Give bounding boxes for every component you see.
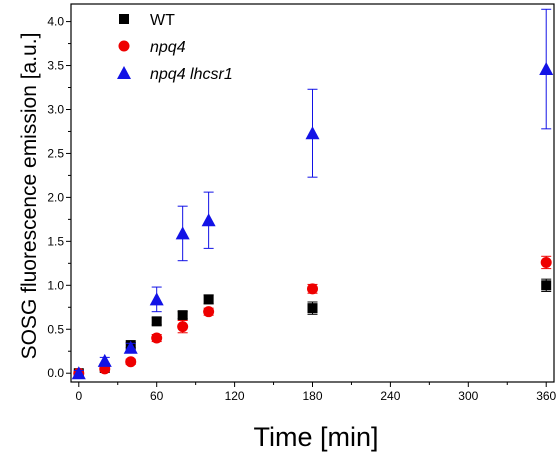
x-tick-label: 360 bbox=[536, 389, 556, 403]
x-tick-label: 120 bbox=[225, 389, 245, 403]
plot-frame bbox=[70, 3, 555, 383]
y-tick-label: 2.0 bbox=[47, 190, 64, 204]
data-point bbox=[201, 213, 216, 227]
y-tick-label: 1.0 bbox=[47, 278, 64, 292]
data-point bbox=[540, 256, 552, 268]
data-point bbox=[305, 126, 320, 140]
data-point bbox=[123, 340, 138, 354]
data-point bbox=[149, 292, 164, 306]
y-tick-label: 0.0 bbox=[47, 366, 64, 380]
data-point bbox=[541, 280, 552, 291]
y-tick-label: 4.0 bbox=[47, 15, 64, 29]
data-point bbox=[151, 316, 162, 327]
data-point bbox=[203, 294, 214, 305]
legend-marker bbox=[117, 66, 131, 79]
data-point bbox=[125, 356, 137, 368]
legend-marker bbox=[118, 40, 130, 52]
x-tick-label: 180 bbox=[302, 389, 322, 403]
series-circle bbox=[73, 255, 552, 379]
x-tick-label: 300 bbox=[458, 389, 478, 403]
series-layer bbox=[71, 8, 554, 380]
data-point bbox=[539, 62, 554, 76]
x-tick-label: 0 bbox=[75, 389, 82, 403]
data-point bbox=[203, 306, 215, 318]
y-tick-label: 3.0 bbox=[47, 102, 64, 116]
legend-label: npq4 lhcsr1 bbox=[150, 66, 233, 83]
legend-label: npq4 bbox=[150, 39, 186, 56]
series-triangle bbox=[71, 8, 554, 380]
data-point bbox=[177, 321, 189, 333]
legend: WT npq4 npq4 lhcsr1 bbox=[117, 12, 233, 83]
data-point bbox=[307, 303, 318, 314]
x-tick-label: 60 bbox=[150, 389, 164, 403]
data-point bbox=[97, 353, 112, 367]
y-tick-label: 2.5 bbox=[47, 146, 64, 160]
y-tick-label: 3.5 bbox=[47, 59, 64, 73]
y-axis-ticks: 0.0 0.5 1.0 1.5 2.0 2.5 3.0 3.5 4.0 bbox=[47, 15, 71, 380]
y-tick-label: 1.5 bbox=[47, 234, 64, 248]
legend-label: WT bbox=[150, 12, 175, 29]
x-axis-title: Time [min] bbox=[253, 422, 378, 452]
plot-border bbox=[70, 3, 555, 383]
x-axis-ticks: 0 60 120 180 240 300 360 bbox=[75, 382, 556, 403]
legend-marker bbox=[119, 14, 129, 24]
y-axis-title: SOSG fluorescence emission [a.u.] bbox=[18, 33, 41, 360]
data-point bbox=[177, 310, 188, 321]
data-point bbox=[151, 332, 163, 344]
data-point bbox=[71, 366, 86, 380]
data-point bbox=[307, 283, 318, 295]
data-point bbox=[175, 226, 190, 240]
y-tick-label: 0.5 bbox=[47, 322, 64, 336]
x-tick-label: 240 bbox=[380, 389, 400, 403]
